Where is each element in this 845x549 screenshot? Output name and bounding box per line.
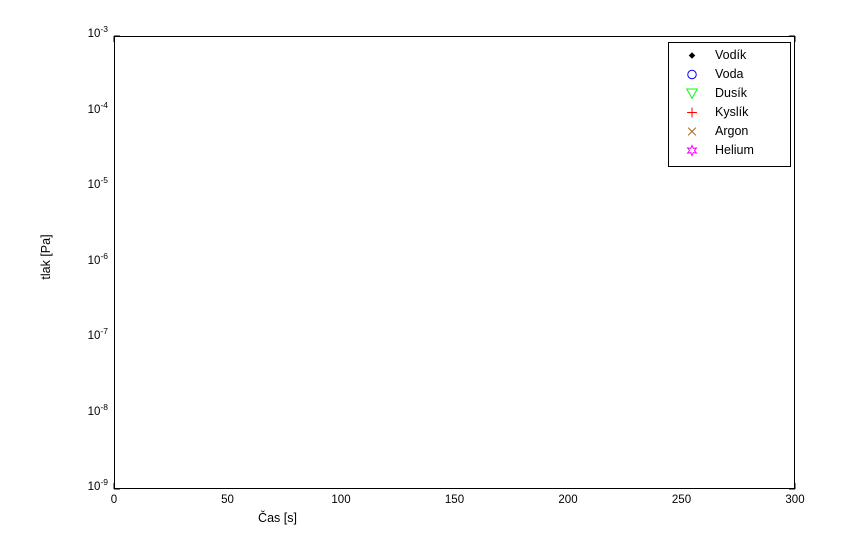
x-tick-label: 100: [331, 494, 351, 506]
y-tick-label: 10-7: [87, 326, 108, 342]
legend-entry[interactable]: Kyslík: [669, 103, 790, 122]
legend-label: Dusík: [715, 86, 747, 101]
y-tick-label: 10-3: [87, 24, 108, 40]
legend-marker-plus-icon: [669, 103, 715, 122]
legend-marker-filled-diamond-icon: [669, 46, 715, 65]
y-axis-label: tlak [Pa]: [39, 197, 53, 317]
x-tick-label: 200: [558, 494, 578, 506]
legend-entry[interactable]: Vodík: [669, 46, 790, 65]
legend-box[interactable]: Vodík Voda Dusík Kyslík Argon Helium: [668, 42, 791, 167]
legend-entry[interactable]: Argon: [669, 122, 790, 141]
legend-label: Kyslík: [715, 105, 749, 120]
x-axis-label-text: Čas [s]: [258, 511, 297, 525]
legend-marker-open-circle-icon: [669, 65, 715, 84]
y-tick-label: 10-5: [87, 175, 108, 191]
x-tick-label: 150: [444, 494, 465, 506]
legend-label: Voda: [715, 67, 744, 82]
y-tick-label: 10-8: [87, 401, 108, 418]
legend-label: Vodík: [715, 48, 747, 63]
x-tick-label: 300: [785, 494, 805, 506]
legend-marker-hexagram-icon: [669, 141, 715, 160]
legend-entry[interactable]: Voda: [669, 65, 790, 84]
x-tick-label: 50: [221, 494, 234, 506]
legend-entry[interactable]: Dusík: [669, 84, 790, 103]
y-axis-label-text: tlak [Pa]: [39, 234, 53, 280]
legend-entry[interactable]: Helium: [669, 141, 790, 160]
legend-marker-cross-icon: [669, 122, 715, 141]
legend-label: Argon: [715, 124, 749, 139]
x-tick-label: 0: [110, 494, 118, 506]
y-tick-label: 10-9: [87, 477, 108, 493]
x-axis-label: Čas [s]: [0, 511, 845, 525]
y-tick-label: 10-6: [87, 250, 108, 267]
y-tick-label: 10-4: [87, 99, 108, 116]
x-tick-label: 250: [671, 494, 692, 506]
legend-label: Helium: [715, 143, 754, 158]
legend-marker-open-triangle-down-icon: [669, 84, 715, 103]
